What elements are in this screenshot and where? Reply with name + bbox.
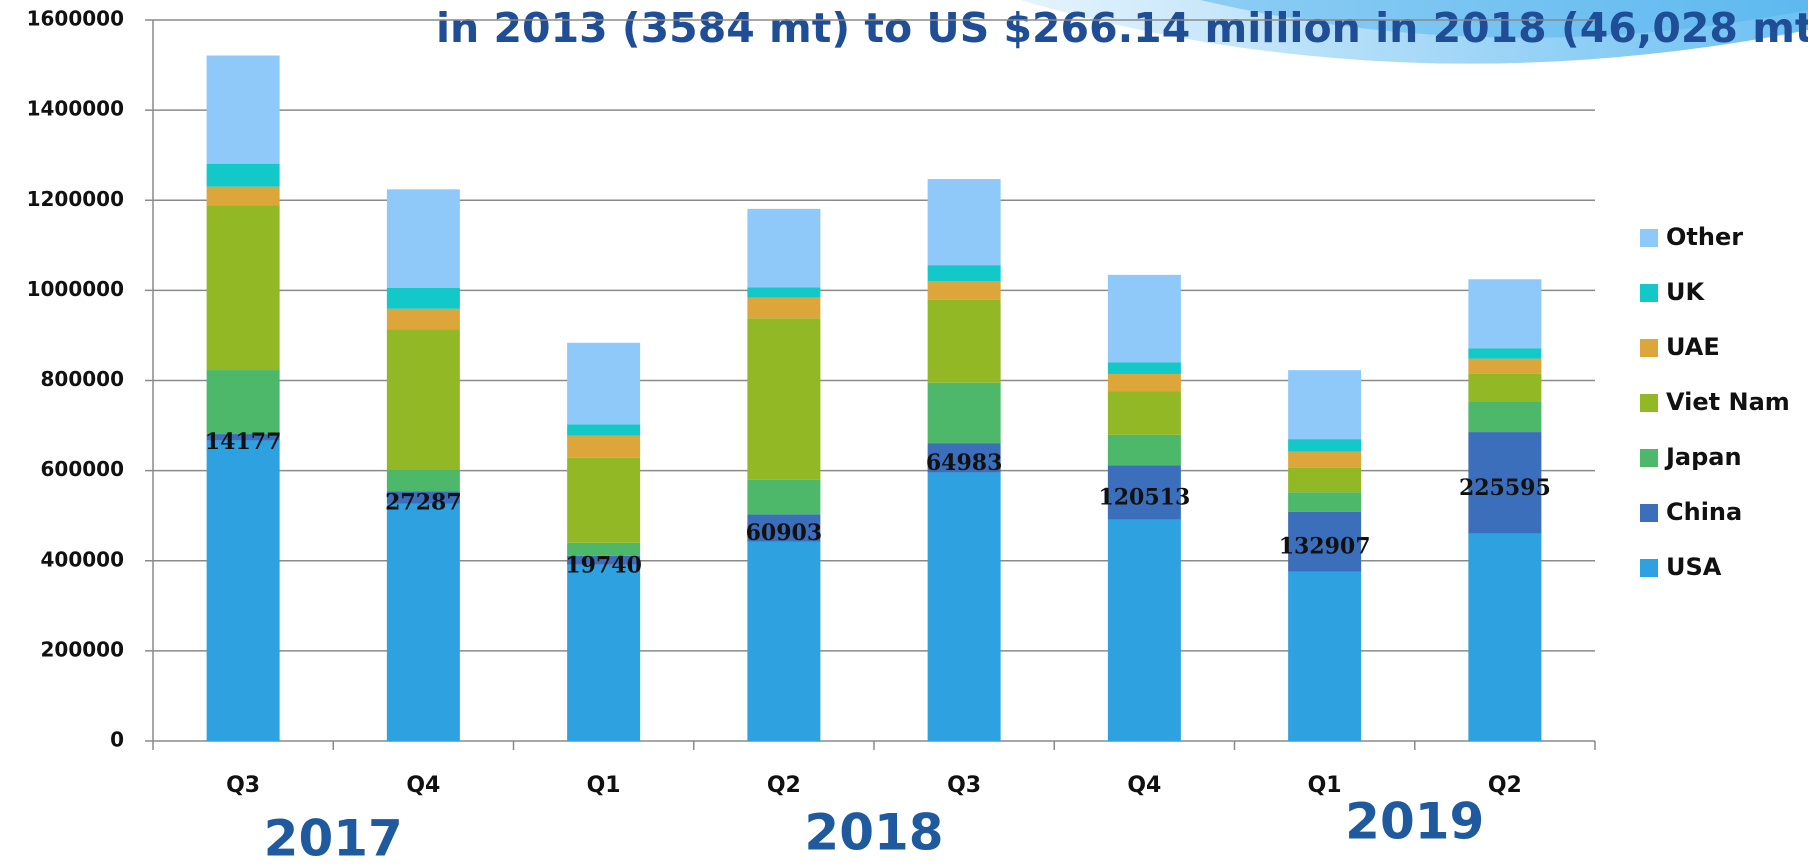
bar-segment	[747, 542, 820, 741]
bar-segment	[207, 440, 280, 741]
y-tick-label: 1400000	[27, 97, 124, 121]
legend-swatch	[1640, 449, 1658, 467]
data-label: 225595	[1459, 475, 1551, 501]
legend-swatch	[1640, 229, 1658, 247]
data-label: 27287	[385, 489, 462, 515]
y-tick-label: 200000	[41, 637, 125, 661]
bar-segment	[567, 436, 640, 458]
y-tick-label: 0	[110, 728, 124, 752]
legend-swatch	[1640, 504, 1658, 522]
bar-segment	[387, 288, 460, 309]
data-label: 120513	[1098, 485, 1190, 511]
bar-segment	[1468, 534, 1541, 741]
chart: in 2013 (3584 mt) to US $266.14 million …	[0, 0, 1808, 865]
legend-label: Viet Nam	[1666, 388, 1790, 416]
legend-label: China	[1666, 498, 1742, 526]
bar-segment	[1468, 279, 1541, 348]
bar-segment	[1108, 275, 1181, 362]
bar-segment	[207, 164, 280, 187]
bar-segment	[1288, 572, 1361, 741]
bar-segment	[1288, 439, 1361, 452]
legend-swatch	[1640, 394, 1658, 412]
bar-segment	[207, 187, 280, 205]
bar-segment	[1468, 359, 1541, 374]
bar-segment	[928, 281, 1001, 299]
bar-segment	[928, 300, 1001, 383]
bar-segment	[207, 370, 280, 434]
bar-segment	[928, 179, 1001, 265]
bar-segment	[1108, 362, 1181, 374]
bar-segment	[928, 383, 1001, 443]
data-label: 60903	[746, 520, 823, 546]
bar-segment	[747, 480, 820, 515]
legend-label: UK	[1666, 278, 1705, 306]
legend-swatch	[1640, 559, 1658, 577]
bar-segment	[567, 424, 640, 435]
year-label: 2017	[264, 810, 403, 865]
bar-segment	[207, 205, 280, 370]
bar-segment	[747, 209, 820, 287]
bar-segment	[567, 343, 640, 425]
x-tick-label: Q2	[767, 773, 801, 798]
bar-segment	[1108, 435, 1181, 466]
bar-segment	[747, 287, 820, 297]
bar-segment	[387, 309, 460, 330]
bar-segment	[928, 472, 1001, 741]
x-tick-label: Q3	[947, 773, 981, 798]
y-tick-label: 800000	[41, 367, 125, 391]
bar-segment	[207, 56, 280, 164]
x-tick-label: Q4	[1127, 773, 1161, 798]
bar-segment	[567, 458, 640, 543]
chart-title: in 2013 (3584 mt) to US $266.14 million …	[436, 4, 1808, 52]
legend-label: Other	[1666, 223, 1743, 251]
bar-segment	[928, 265, 1001, 281]
bar-segment	[1108, 391, 1181, 435]
bar-segment	[1468, 401, 1541, 432]
bar-segment	[1108, 374, 1181, 391]
legend-label: UAE	[1666, 333, 1720, 361]
y-tick-label: 600000	[41, 457, 125, 481]
x-tick-label: Q1	[1308, 773, 1342, 798]
bar-segment	[387, 504, 460, 741]
y-tick-label: 1600000	[27, 7, 124, 31]
legend-label: USA	[1666, 553, 1722, 581]
year-label: 2019	[1345, 793, 1484, 851]
x-tick-label: Q3	[226, 773, 260, 798]
data-label: 19740	[565, 552, 642, 578]
year-label: 2018	[804, 804, 943, 862]
data-label: 14177	[205, 429, 282, 455]
legend-label: Japan	[1664, 443, 1742, 471]
x-tick-label: Q1	[587, 773, 621, 798]
bar-segment	[1468, 374, 1541, 401]
data-label: 64983	[926, 450, 1003, 476]
bar-segment	[747, 318, 820, 479]
bar-segment	[1288, 492, 1361, 511]
x-tick-label: Q2	[1488, 773, 1522, 798]
y-tick-label: 1000000	[27, 277, 124, 301]
bar-segment	[1288, 468, 1361, 492]
bar-segment	[1288, 370, 1361, 439]
x-tick-label: Q4	[406, 773, 440, 798]
bar-segment	[1108, 520, 1181, 741]
legend-swatch	[1640, 339, 1658, 357]
bar-segment	[567, 565, 640, 741]
bar-segment	[1288, 452, 1361, 468]
bar-segment	[387, 329, 460, 470]
bar-segment	[1468, 348, 1541, 358]
legend-swatch	[1640, 284, 1658, 302]
bar-segment	[387, 189, 460, 288]
bar-segment	[387, 470, 460, 491]
bar-segment	[747, 298, 820, 319]
y-tick-label: 400000	[41, 547, 125, 571]
y-tick-label: 1200000	[27, 187, 124, 211]
data-label: 132907	[1279, 534, 1371, 560]
